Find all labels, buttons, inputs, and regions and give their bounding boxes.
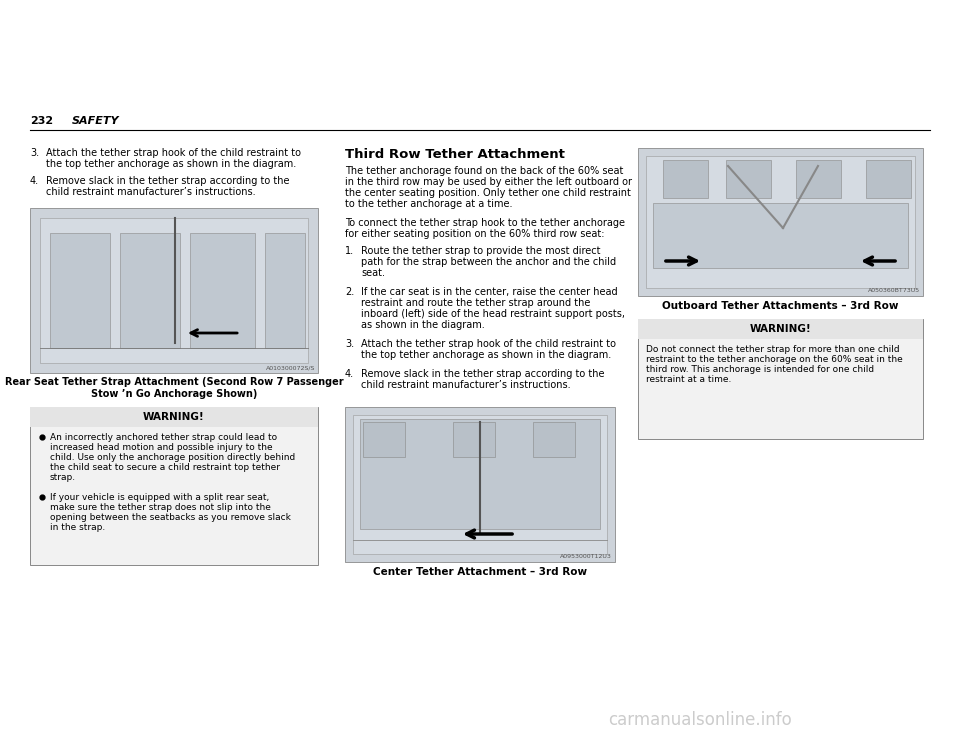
Text: Stow ’n Go Anchorage Shown): Stow ’n Go Anchorage Shown)	[91, 389, 257, 399]
Bar	[646, 156, 915, 288]
Text: An incorrectly anchored tether strap could lead to: An incorrectly anchored tether strap cou…	[50, 433, 277, 442]
Bar	[40, 218, 308, 363]
Bar	[663, 160, 708, 198]
Bar	[638, 319, 923, 439]
Text: the child seat to secure a child restraint top tether: the child seat to secure a child restrai…	[50, 463, 280, 472]
Text: 2.: 2.	[345, 287, 354, 297]
Text: strap.: strap.	[50, 473, 76, 482]
Bar	[360, 419, 600, 529]
Text: the top tether anchorage as shown in the diagram.: the top tether anchorage as shown in the…	[46, 159, 297, 169]
Text: Attach the tether strap hook of the child restraint to: Attach the tether strap hook of the chil…	[361, 339, 616, 349]
Text: Attach the tether strap hook of the child restraint to: Attach the tether strap hook of the chil…	[46, 148, 301, 158]
Text: If the car seat is in the center, raise the center head: If the car seat is in the center, raise …	[361, 287, 617, 297]
Text: 232: 232	[30, 116, 53, 126]
Text: Do not connect the tether strap for more than one child: Do not connect the tether strap for more…	[646, 345, 900, 354]
Text: Remove slack in the tether strap according to the: Remove slack in the tether strap accordi…	[361, 369, 605, 379]
Text: make sure the tether strap does not slip into the: make sure the tether strap does not slip…	[50, 503, 271, 512]
Bar	[533, 422, 575, 457]
Text: A010300072S/S: A010300072S/S	[266, 365, 315, 370]
Bar	[453, 422, 495, 457]
Text: child restraint manufacturer’s instructions.: child restraint manufacturer’s instructi…	[361, 380, 570, 390]
Text: third row. This anchorage is intended for one child: third row. This anchorage is intended fo…	[646, 365, 875, 374]
Text: The tether anchorage found on the back of the 60% seat: The tether anchorage found on the back o…	[345, 166, 623, 176]
Text: seat.: seat.	[361, 268, 385, 278]
Bar	[345, 407, 615, 562]
Text: 1.: 1.	[345, 246, 354, 256]
Text: 4.: 4.	[30, 176, 39, 186]
Bar	[653, 203, 908, 268]
Text: If your vehicle is equipped with a split rear seat,: If your vehicle is equipped with a split…	[50, 493, 269, 502]
Bar	[363, 422, 405, 457]
Text: Route the tether strap to provide the most direct: Route the tether strap to provide the mo…	[361, 246, 601, 256]
Bar	[30, 407, 318, 565]
Text: inboard (left) side of the head restraint support posts,: inboard (left) side of the head restrain…	[361, 309, 625, 319]
Text: restraint at a time.: restraint at a time.	[646, 375, 732, 384]
Bar	[190, 233, 255, 348]
Text: for either seating position on the 60% third row seat:: for either seating position on the 60% t…	[345, 229, 605, 239]
Text: A050360BT73U5: A050360BT73U5	[868, 288, 920, 293]
Text: WARNING!: WARNING!	[750, 324, 811, 334]
Bar	[120, 233, 180, 348]
Bar	[265, 233, 305, 348]
Text: Rear Seat Tether Strap Attachment (Second Row 7 Passenger: Rear Seat Tether Strap Attachment (Secon…	[5, 377, 344, 387]
Text: child. Use only the anchorage position directly behind: child. Use only the anchorage position d…	[50, 453, 296, 462]
Text: To connect the tether strap hook to the tether anchorage: To connect the tether strap hook to the …	[345, 218, 625, 228]
Text: Third Row Tether Attachment: Third Row Tether Attachment	[345, 148, 564, 161]
Text: the top tether anchorage as shown in the diagram.: the top tether anchorage as shown in the…	[361, 350, 612, 360]
Text: Center Tether Attachment – 3rd Row: Center Tether Attachment – 3rd Row	[372, 567, 588, 577]
Text: to the tether anchorage at a time.: to the tether anchorage at a time.	[345, 199, 513, 209]
Text: as shown in the diagram.: as shown in the diagram.	[361, 320, 485, 330]
Text: restraint and route the tether strap around the: restraint and route the tether strap aro…	[361, 298, 590, 308]
Bar	[726, 160, 771, 198]
Text: in the strap.: in the strap.	[50, 523, 106, 532]
Text: child restraint manufacturer’s instructions.: child restraint manufacturer’s instructi…	[46, 187, 255, 197]
Text: path for the strap between the anchor and the child: path for the strap between the anchor an…	[361, 257, 616, 267]
Text: the center seating position. Only tether one child restraint: the center seating position. Only tether…	[345, 188, 631, 198]
Bar	[638, 319, 923, 339]
Bar	[30, 407, 318, 427]
Text: restraint to the tether anchorage on the 60% seat in the: restraint to the tether anchorage on the…	[646, 355, 902, 364]
Text: carmanualsonline.info: carmanualsonline.info	[608, 711, 792, 729]
Text: A0953000T12U3: A0953000T12U3	[560, 554, 612, 559]
Text: 3.: 3.	[30, 148, 39, 158]
Text: 3.: 3.	[345, 339, 354, 349]
Text: Remove slack in the tether strap according to the: Remove slack in the tether strap accordi…	[46, 176, 290, 186]
Bar	[796, 160, 841, 198]
Text: WARNING!: WARNING!	[143, 412, 204, 422]
Text: 4.: 4.	[345, 369, 354, 379]
Text: Outboard Tether Attachments – 3rd Row: Outboard Tether Attachments – 3rd Row	[662, 301, 899, 311]
Text: SAFETY: SAFETY	[72, 116, 119, 126]
Text: increased head motion and possible injury to the: increased head motion and possible injur…	[50, 443, 273, 452]
Text: in the third row may be used by either the left outboard or: in the third row may be used by either t…	[345, 177, 632, 187]
Bar	[353, 415, 607, 554]
Bar	[638, 148, 923, 296]
Bar	[30, 208, 318, 373]
Bar	[50, 233, 110, 348]
Bar	[866, 160, 911, 198]
Text: opening between the seatbacks as you remove slack: opening between the seatbacks as you rem…	[50, 513, 291, 522]
